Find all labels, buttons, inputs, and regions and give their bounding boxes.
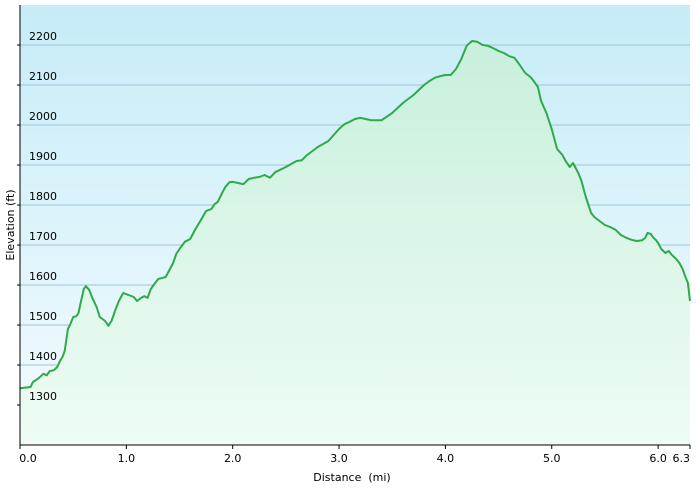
x-axis-title: Distance (mi) (313, 471, 390, 484)
y-tick-label: 1300 (29, 390, 57, 403)
y-tick-label: 2000 (29, 110, 57, 123)
y-tick-label: 1700 (29, 230, 57, 243)
y-tick-label: 1800 (29, 190, 57, 203)
x-axis-ticks: 0.0 1.0 2.0 3.0 4.0 5.0 6.0 6.3 (19, 445, 691, 465)
x-tick-label: 6.0 (649, 452, 667, 465)
y-tick-label: 1500 (29, 310, 57, 323)
x-tick-label: 6.3 (673, 452, 691, 465)
x-tick-label: 5.0 (543, 452, 561, 465)
x-tick-label: 0.0 (19, 452, 37, 465)
elevation-area (20, 41, 690, 445)
x-tick-label: 2.0 (224, 452, 242, 465)
y-tick-label: 1900 (29, 150, 57, 163)
y-axis-title: Elevation (ft) (4, 189, 17, 260)
x-tick-label: 1.0 (118, 452, 136, 465)
y-axis-ticks: 1300 1400 1500 1600 1700 1800 1900 2000 2100 2200 (17, 30, 57, 406)
y-tick-label: 1600 (29, 270, 57, 283)
y-tick-label: 2200 (29, 30, 57, 43)
x-tick-label: 4.0 (437, 452, 455, 465)
y-tick-label: 1400 (29, 350, 57, 363)
y-tick-label: 2100 (29, 70, 57, 83)
x-tick-label: 3.0 (330, 452, 348, 465)
elevation-line (19, 40, 691, 390)
